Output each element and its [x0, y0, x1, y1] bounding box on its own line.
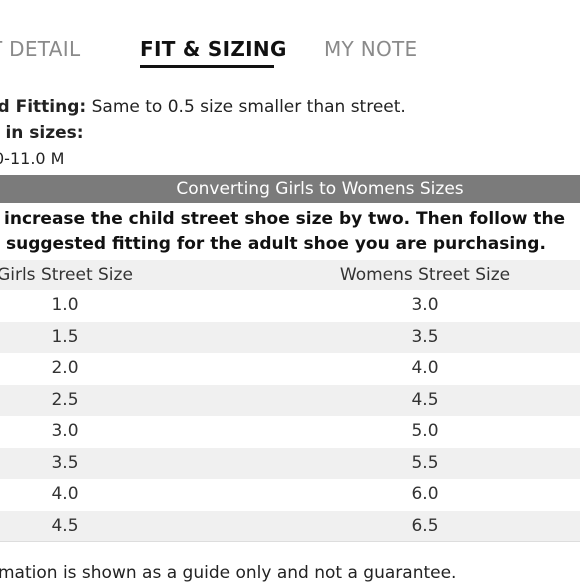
girls-size-cell: 1.5 — [51, 326, 79, 347]
tab-fit-sizing[interactable]: FIT & SIZING — [140, 37, 287, 61]
table-row: 3.0 5.0 — [0, 416, 580, 448]
instruction-line-1: t increase the child street shoe size by… — [0, 209, 566, 229]
conversion-instruction: t increase the child street shoe size by… — [0, 207, 565, 257]
girls-size-cell: 2.0 — [51, 358, 79, 378]
instruction-line-2: suggested fitting for the adult shoe you… — [6, 234, 546, 254]
table-row: 3.5 5.5 — [0, 447, 580, 479]
girls-size-cell: 3.0 — [51, 421, 79, 441]
table-row: 1.5 3.5 — [0, 321, 580, 353]
fitting-label: ed Fitting: — [0, 97, 87, 117]
fitting-value: Same to 0.5 size smaller than street. — [86, 97, 406, 117]
womens-size-cell: 5.0 — [411, 421, 439, 441]
girls-size-cell: 1.0 — [51, 295, 79, 315]
table-row: 4.0 6.0 — [0, 479, 580, 511]
column-header-womens: Womens Street Size — [339, 265, 511, 285]
available-sizes-range: 0-11.0 M — [0, 149, 65, 168]
recommended-fitting: ed Fitting: Same to 0.5 size smaller tha… — [0, 96, 406, 118]
tab-bar: T DETAIL FIT & SIZING MY NOTE — [0, 0, 580, 80]
womens-size-cell: 3.5 — [411, 326, 439, 347]
tab-my-note[interactable]: MY NOTE — [324, 37, 418, 61]
womens-size-cell: 4.0 — [411, 358, 439, 378]
tab-product-detail[interactable]: T DETAIL — [0, 37, 81, 61]
table-row: 2.5 4.5 — [0, 384, 580, 416]
womens-size-cell: 4.5 — [411, 389, 439, 410]
table-bottom-divider — [0, 541, 580, 542]
available-sizes-label: e in sizes: — [0, 123, 84, 143]
girls-size-cell: 3.5 — [51, 452, 79, 473]
disclaimer-text: mation is shown as a guide only and not … — [0, 563, 457, 583]
table-header-row: Girls Street Size Womens Street Size — [0, 260, 580, 290]
table-row: 4.5 6.5 — [0, 510, 580, 542]
womens-size-cell: 3.0 — [411, 295, 439, 315]
column-header-girls: Girls Street Size — [0, 265, 133, 285]
table-row: 1.0 3.0 — [0, 290, 580, 322]
size-conversion-table: Girls Street Size Womens Street Size 1.0… — [0, 260, 580, 542]
conversion-table-title: Converting Girls to Womens Sizes — [0, 175, 580, 203]
girls-size-cell: 4.0 — [51, 484, 79, 504]
girls-size-cell: 4.5 — [51, 515, 79, 536]
girls-size-cell: 2.5 — [51, 389, 79, 410]
womens-size-cell: 5.5 — [411, 452, 439, 473]
active-tab-indicator — [140, 65, 274, 68]
table-row: 2.0 4.0 — [0, 353, 580, 385]
womens-size-cell: 6.5 — [411, 515, 439, 536]
womens-size-cell: 6.0 — [411, 484, 439, 504]
